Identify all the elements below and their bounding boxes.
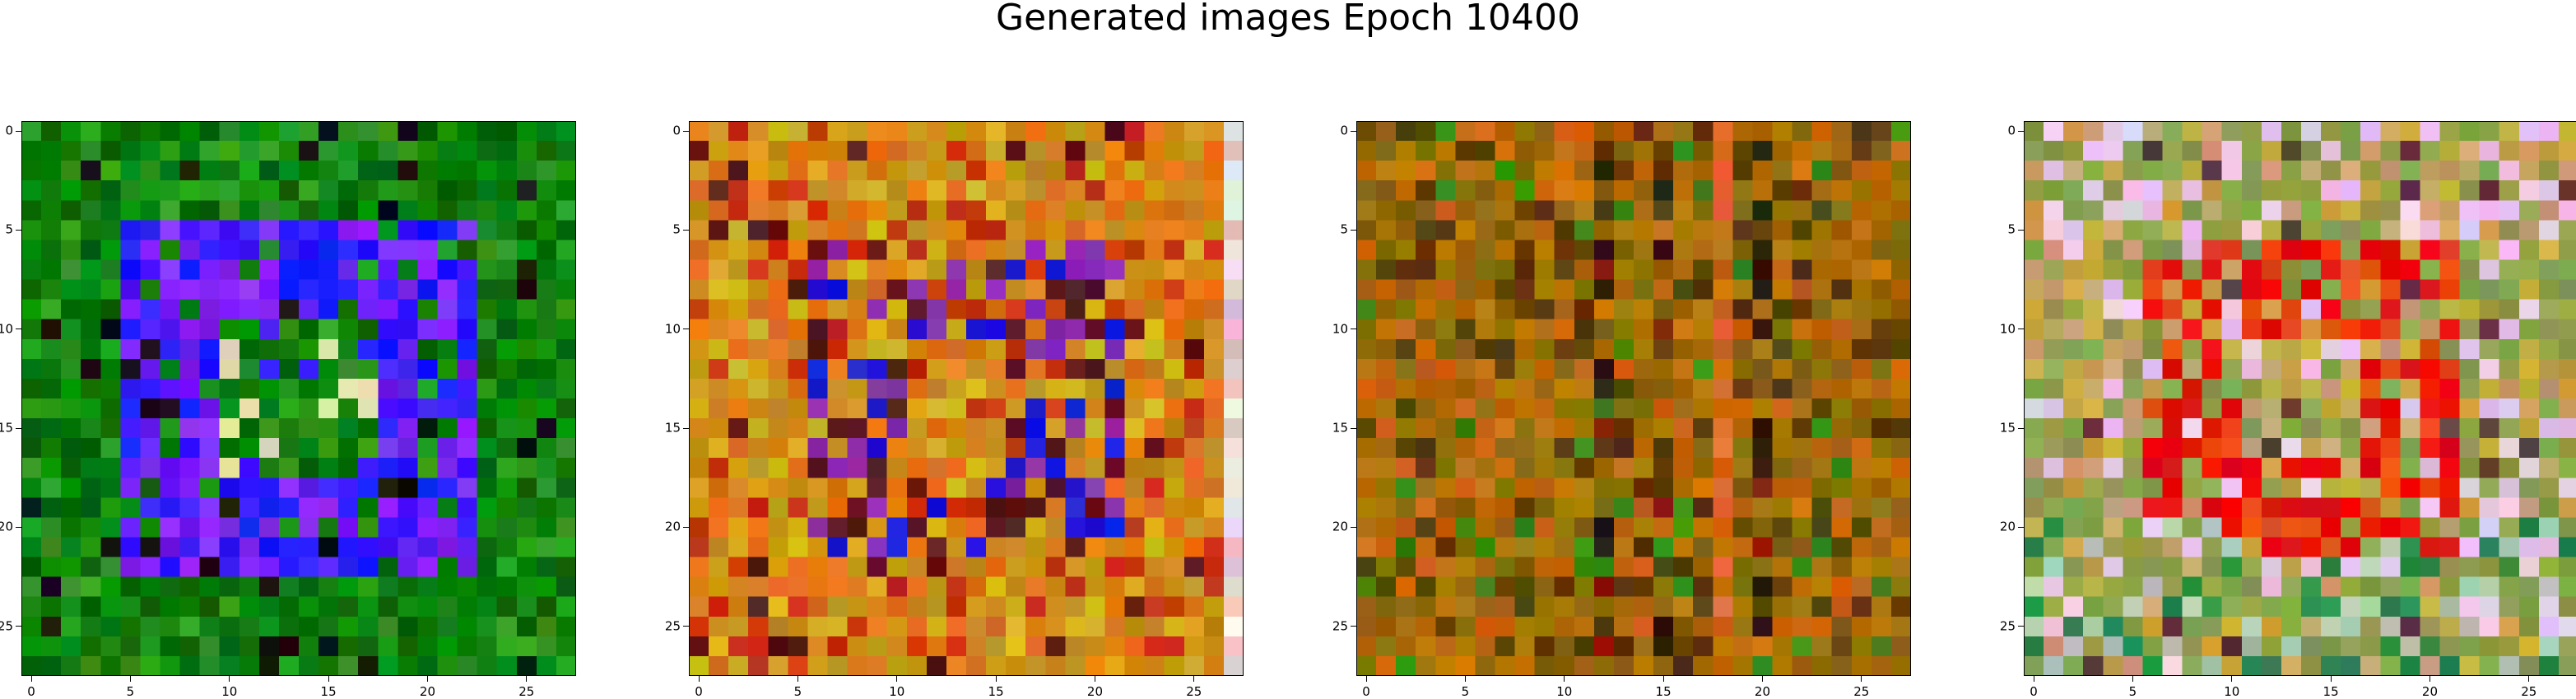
x-tick [1193,676,1195,682]
figure-title: Generated images Epoch 10400 [995,0,1581,39]
x-tick-label: 0 [27,684,35,699]
x-tick [1365,676,1367,682]
y-tick-label: 5 [1340,221,1348,237]
x-tick-label: 10 [1556,684,1573,699]
x-tick-label: 20 [1754,684,1770,699]
x-tick-label: 10 [2224,684,2240,699]
x-tick [229,676,230,682]
y-tick [683,427,689,429]
x-tick [1761,676,1763,682]
y-tick-label: 15 [664,420,681,436]
y-tick-label: 10 [664,321,681,337]
y-tick [1351,427,1356,429]
y-tick [16,130,21,132]
x-tick [2528,676,2530,682]
x-tick-label: 25 [2521,684,2537,699]
y-tick-label: 0 [2007,123,2016,138]
y-tick-label: 20 [664,519,681,534]
y-tick [1351,130,1356,132]
generated-image-panel-4: 0 5 10 15 20 25 0 5 10 15 20 25 [2000,121,2576,698]
y-tick-label: 20 [0,519,13,534]
y-tick-label: 5 [5,221,13,237]
y-tick-label: 5 [672,221,681,237]
y-tick [683,526,689,528]
y-tick [16,526,21,528]
generated-image-panel-2: 0 5 10 15 20 25 0 5 10 15 20 25 [665,121,1244,698]
y-tick [683,130,689,132]
x-tick-label: 0 [1362,684,1370,699]
generated-image-1 [21,121,576,676]
x-tick [2231,676,2233,682]
x-tick-label: 15 [2323,684,2339,699]
x-tick-label: 15 [1655,684,1672,699]
x-tick-label: 10 [889,684,905,699]
x-tick [2132,676,2133,682]
y-tick-label: 0 [1340,123,1348,138]
y-tick-label: 10 [1332,321,1348,337]
x-tick-label: 20 [1086,684,1103,699]
x-tick [797,676,798,682]
y-tick-label: 20 [1999,519,2016,534]
y-tick-label: 0 [5,123,13,138]
y-tick [683,626,689,627]
x-tick-label: 15 [988,684,1004,699]
y-tick [2018,626,2024,627]
x-tick-label: 5 [2128,684,2137,699]
generated-image-panel-3: 0 5 10 15 20 25 0 5 10 15 20 25 [1332,121,1911,698]
y-tick-label: 25 [1999,618,2016,634]
x-tick-label: 5 [1461,684,1470,699]
generated-image-panel-1: 0 5 10 15 20 25 0 5 10 15 20 25 [0,121,576,698]
x-tick [1564,676,1565,682]
x-tick [129,676,131,682]
x-tick [1662,676,1664,682]
x-tick [426,676,428,682]
y-tick-label: 10 [1999,321,2016,337]
y-tick-label: 15 [1332,420,1348,436]
y-tick [1351,229,1356,231]
x-tick [328,676,329,682]
x-tick-label: 25 [1186,684,1202,699]
y-tick [2018,526,2024,528]
y-tick-label: 15 [0,420,13,436]
x-tick [30,676,32,682]
y-tick-label: 25 [1332,618,1348,634]
y-tick [683,229,689,231]
x-tick [995,676,997,682]
x-tick-label: 20 [2421,684,2438,699]
y-tick [16,626,21,627]
x-tick-label: 5 [793,684,802,699]
x-tick-label: 20 [419,684,435,699]
x-tick-label: 10 [221,684,238,699]
generated-image-4 [2024,121,2576,676]
y-tick [16,229,21,231]
x-tick [2330,676,2332,682]
x-tick [896,676,898,682]
x-tick-label: 25 [1853,684,1870,699]
x-tick-label: 0 [2030,684,2038,699]
generated-image-2 [689,121,1244,676]
y-tick [2018,229,2024,231]
x-tick-label: 25 [518,684,535,699]
x-tick [1464,676,1466,682]
x-tick-label: 5 [126,684,135,699]
x-tick-label: 0 [695,684,703,699]
y-tick-label: 5 [2007,221,2016,237]
y-tick [1351,626,1356,627]
y-tick-label: 0 [672,123,681,138]
x-tick [526,676,528,682]
y-tick [2018,427,2024,429]
y-tick-label: 25 [664,618,681,634]
y-tick-label: 15 [1999,420,2016,436]
y-tick [16,427,21,429]
x-tick-label: 15 [320,684,337,699]
y-tick [1351,526,1356,528]
x-tick [698,676,700,682]
x-tick [1861,676,1862,682]
y-tick [2018,130,2024,132]
y-tick-label: 25 [0,618,13,634]
generated-image-3 [1356,121,1911,676]
y-tick-label: 20 [1332,519,1348,534]
y-tick-label: 10 [0,321,13,337]
